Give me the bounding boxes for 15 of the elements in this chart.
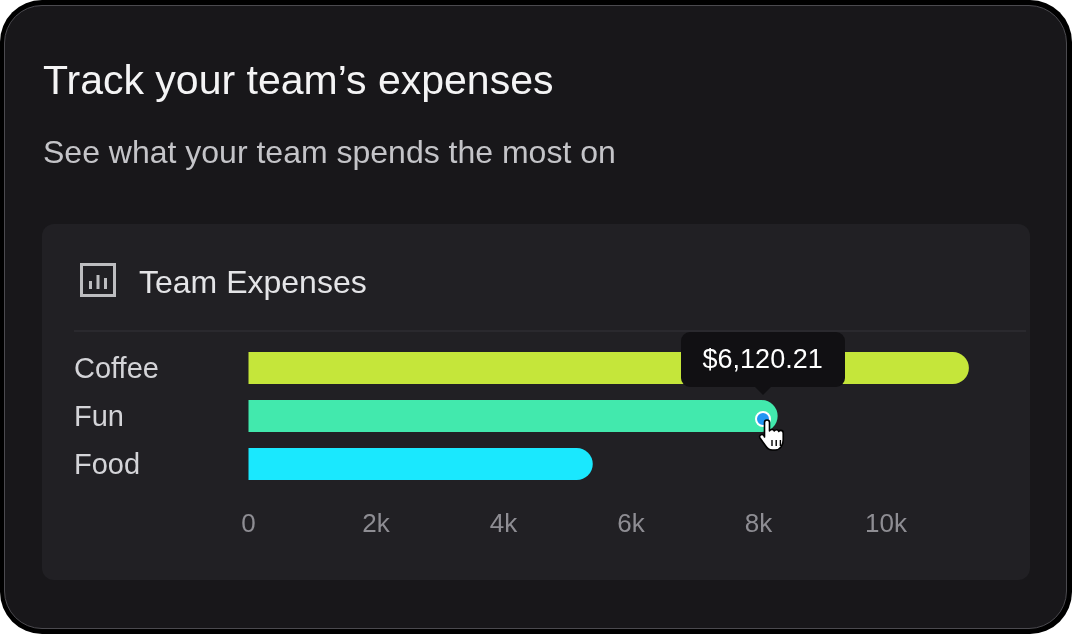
y-tick-label: Fun xyxy=(74,400,124,432)
x-tick-label: 10k xyxy=(865,508,908,538)
text: Team Expenses xyxy=(139,264,367,300)
bar xyxy=(248,448,593,480)
tooltip: $6,120.21 xyxy=(680,332,845,395)
y-tick-label: Coffee xyxy=(74,352,159,384)
x-tick-label: 4k xyxy=(489,508,519,538)
chart-subtitle: See what your team spends the most on xyxy=(43,134,616,170)
x-tick-label: 6k xyxy=(617,508,646,538)
x-tick-label: 2k xyxy=(362,508,391,538)
x-tick-label: 0 xyxy=(241,508,256,538)
x-tick-label: 8k xyxy=(744,508,774,538)
bar xyxy=(248,400,778,432)
y-tick-label: Food xyxy=(74,448,141,480)
chart-title: Track your team’s expenses xyxy=(43,57,554,103)
